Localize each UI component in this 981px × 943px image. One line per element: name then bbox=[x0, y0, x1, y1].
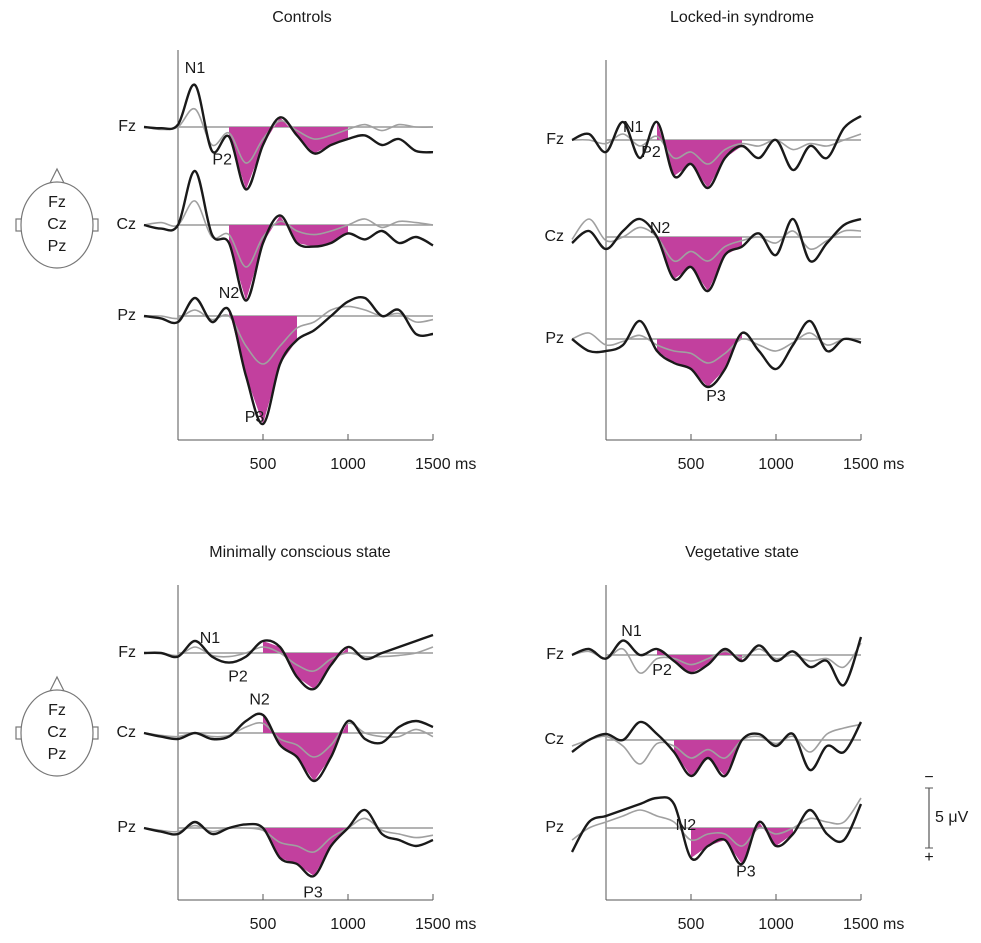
peak-label: N1 bbox=[623, 119, 644, 136]
electrode-label: Cz bbox=[544, 731, 564, 748]
electrode-label: Fz bbox=[546, 646, 564, 663]
electrode-label: Pz bbox=[545, 819, 564, 836]
x-tick-label: 1500 ms bbox=[843, 916, 904, 933]
reference-trace bbox=[571, 797, 862, 847]
head-electrode: Fz bbox=[48, 194, 66, 211]
scale-top: − bbox=[924, 769, 933, 786]
trace bbox=[570, 796, 863, 866]
x-tick-label: 1000 bbox=[330, 916, 366, 933]
reference-trace bbox=[143, 817, 434, 854]
x-tick-label: 1000 bbox=[758, 916, 794, 933]
peak-label: N1 bbox=[185, 60, 206, 77]
head-electrode: Fz bbox=[48, 702, 66, 719]
peak-label: N2 bbox=[650, 220, 671, 237]
electrode-label: Pz bbox=[117, 307, 136, 324]
head bbox=[20, 689, 94, 777]
electrode-label: Cz bbox=[544, 228, 564, 245]
peak-label: N1 bbox=[200, 630, 221, 647]
peak-label: P3 bbox=[706, 388, 726, 405]
electrode-label: Cz bbox=[116, 724, 136, 741]
x-tick-label: 1500 ms bbox=[843, 456, 904, 473]
panel-title: Controls bbox=[272, 9, 332, 26]
head bbox=[20, 181, 94, 269]
peak-label: P2 bbox=[228, 669, 248, 686]
highlight-area bbox=[263, 641, 348, 689]
highlight-area bbox=[691, 822, 793, 864]
peak-label: P2 bbox=[652, 662, 672, 679]
reference-trace bbox=[571, 332, 862, 364]
head-electrode: Cz bbox=[47, 216, 67, 233]
peak-label: P2 bbox=[641, 144, 661, 161]
highlight-area bbox=[657, 649, 742, 673]
trace bbox=[143, 712, 434, 783]
reference-trace bbox=[143, 107, 434, 164]
highlight-area bbox=[657, 122, 742, 188]
peak-label: P3 bbox=[303, 884, 323, 901]
peak-label: N1 bbox=[621, 623, 642, 640]
x-tick-label: 500 bbox=[250, 916, 277, 933]
peak-label: N2 bbox=[219, 285, 240, 302]
head-nose bbox=[49, 675, 65, 692]
trace bbox=[571, 217, 862, 293]
x-tick-label: 1500 ms bbox=[415, 456, 476, 473]
peak-label: N2 bbox=[676, 817, 697, 834]
trace bbox=[143, 169, 434, 302]
peak-label: P3 bbox=[245, 409, 265, 426]
reference-trace bbox=[571, 218, 862, 263]
reference-trace bbox=[571, 723, 862, 765]
highlight-area bbox=[263, 715, 348, 781]
peak-label: P2 bbox=[212, 152, 232, 169]
trace bbox=[143, 808, 434, 878]
electrode-label: Fz bbox=[118, 118, 136, 135]
electrode-label: Fz bbox=[118, 644, 136, 661]
reference-trace bbox=[143, 200, 434, 268]
trace bbox=[143, 295, 434, 426]
x-tick-label: 500 bbox=[250, 456, 277, 473]
highlight-area bbox=[229, 215, 348, 301]
x-tick-label: 1000 bbox=[330, 456, 366, 473]
electrode-label: Pz bbox=[545, 330, 564, 347]
scale-label: 5 μV bbox=[935, 809, 969, 826]
highlight-area bbox=[229, 117, 348, 190]
panel-title: Locked-in syndrome bbox=[670, 9, 814, 26]
highlight-area bbox=[263, 828, 348, 876]
x-tick-label: 500 bbox=[678, 456, 705, 473]
peak-label: N2 bbox=[249, 691, 270, 708]
panel-title: Minimally conscious state bbox=[209, 544, 391, 561]
x-tick-label: 1500 ms bbox=[415, 916, 476, 933]
peak-label: P3 bbox=[736, 864, 756, 881]
trace bbox=[143, 83, 434, 191]
reference-trace bbox=[571, 133, 862, 165]
trace bbox=[571, 636, 863, 687]
trace bbox=[143, 633, 434, 691]
reference-trace bbox=[143, 305, 434, 365]
electrode-label: Cz bbox=[116, 216, 136, 233]
x-tick-label: 500 bbox=[678, 916, 705, 933]
head-nose bbox=[49, 167, 65, 184]
trace bbox=[571, 114, 862, 190]
trace bbox=[571, 319, 862, 389]
head-electrode: Pz bbox=[48, 746, 67, 763]
electrode-label: Fz bbox=[546, 131, 564, 148]
electrode-label: Pz bbox=[117, 819, 136, 836]
head-electrode: Pz bbox=[48, 238, 67, 255]
scale-bottom: + bbox=[924, 849, 933, 866]
highlight-area bbox=[229, 310, 297, 424]
x-tick-label: 1000 bbox=[758, 456, 794, 473]
panel-title: Vegetative state bbox=[685, 544, 799, 561]
trace bbox=[571, 720, 863, 778]
head-electrode: Cz bbox=[47, 724, 67, 741]
